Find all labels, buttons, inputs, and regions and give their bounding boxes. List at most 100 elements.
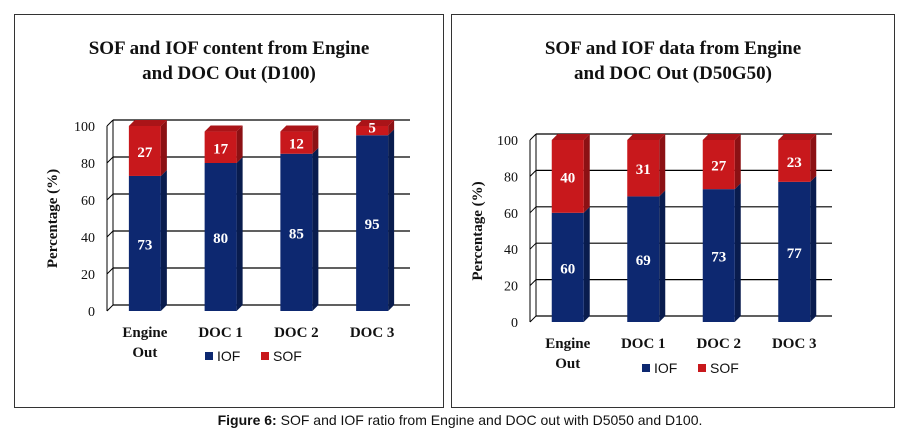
grid-diagonal xyxy=(529,206,537,214)
data-label: 27 xyxy=(711,159,727,175)
data-label: 80 xyxy=(213,231,228,247)
y-tick-label: 100 xyxy=(74,120,95,135)
grid-diagonal xyxy=(529,242,537,250)
data-label: 12 xyxy=(289,137,304,153)
chart-title-line2: and DOC Out (D100) xyxy=(142,63,316,84)
legend-label-sof: SOF xyxy=(273,348,302,364)
data-label: 77 xyxy=(787,246,803,262)
legend-swatch-sof xyxy=(698,364,706,372)
x-tick-label: DOC 1 xyxy=(198,325,243,341)
bar-segment-iof xyxy=(204,163,237,311)
y-axis-label: Percentage (%) xyxy=(45,169,61,268)
bar-side xyxy=(160,120,167,176)
y-tick-label: 80 xyxy=(81,157,95,172)
chart-panel-d50g50: SOF and IOF data from Engine and DOC Out… xyxy=(451,14,895,408)
grid-diagonal xyxy=(106,304,114,312)
bar-top xyxy=(280,125,319,132)
bar-segment-iof xyxy=(356,135,389,311)
x-tick-label: Engine xyxy=(545,336,590,352)
bar-top xyxy=(778,134,817,140)
data-label: 95 xyxy=(365,217,380,233)
chart-title-line1: SOF and IOF content from Engine xyxy=(88,38,370,59)
grid-diagonal xyxy=(106,119,114,127)
bar-side xyxy=(583,134,590,213)
grid-diagonal xyxy=(529,133,537,141)
bar-side xyxy=(659,134,666,197)
bar-side xyxy=(312,147,319,311)
grid-diagonal xyxy=(106,230,114,238)
grid-diagonal xyxy=(529,315,537,323)
x-tick-label: DOC 1 xyxy=(621,336,666,352)
bar-segment-iof xyxy=(551,212,584,322)
data-label: 73 xyxy=(711,250,726,266)
data-label: 23 xyxy=(787,155,802,171)
y-tick-label: 100 xyxy=(497,134,518,149)
bar-segment-iof xyxy=(280,153,313,311)
bar-side xyxy=(160,169,167,311)
bar-side xyxy=(583,206,590,322)
legend-swatch-sof xyxy=(261,352,269,360)
grid-diagonal xyxy=(106,156,114,164)
data-label: 73 xyxy=(137,237,152,253)
bar-segment-sof xyxy=(702,140,735,190)
bar-top xyxy=(702,134,741,140)
figure-caption-text: SOF and IOF ratio from Engine and DOC ou… xyxy=(280,412,703,428)
bar-segment-sof xyxy=(778,140,811,182)
data-label: 17 xyxy=(213,141,229,157)
grid-diagonal xyxy=(106,267,114,275)
data-label: 60 xyxy=(560,261,575,277)
data-label: 31 xyxy=(636,162,651,178)
y-tick-label: 20 xyxy=(81,268,95,283)
grid-diagonal xyxy=(106,193,114,201)
y-tick-label: 20 xyxy=(504,280,518,295)
legend-label-sof: SOF xyxy=(710,360,739,376)
x-tick-label: DOC 3 xyxy=(772,336,817,352)
bar-side xyxy=(734,134,741,190)
bar-top xyxy=(356,120,395,126)
bar-segment-sof xyxy=(627,140,660,197)
bar-side xyxy=(236,125,243,163)
chart-title-line2: and DOC Out (D50G50) xyxy=(574,63,772,84)
y-axis-label: Percentage (%) xyxy=(470,181,486,280)
y-tick-label: 0 xyxy=(511,316,518,331)
stacked-bar-chart-d100: 0 20 40 60 80 100 Percentage (%) 73 27 Engine Out 8… xyxy=(45,119,410,364)
x-tick-label: DOC 2 xyxy=(696,336,741,352)
x-tick-label: Engine xyxy=(122,325,167,341)
chart-panel-d100: SOF and IOF content from Engine and DOC … xyxy=(14,14,444,408)
bar-segment-iof xyxy=(128,175,161,311)
bar-side xyxy=(810,134,817,182)
y-tick-label: 60 xyxy=(504,207,518,222)
figure-caption-label: Figure 6: xyxy=(217,412,277,428)
y-tick-label: 80 xyxy=(504,170,518,185)
bar-side xyxy=(388,120,395,136)
data-label: 27 xyxy=(137,145,153,161)
x-tick-label: DOC 3 xyxy=(350,325,395,341)
bar-segment-iof xyxy=(778,181,811,322)
bar-side xyxy=(734,183,741,322)
bar-segment-sof xyxy=(551,140,584,213)
bar-segment-sof xyxy=(280,131,313,154)
y-tick-label: 0 xyxy=(88,305,95,320)
x-tick-label: Out xyxy=(132,345,157,361)
y-tick-label: 40 xyxy=(504,243,518,258)
bar-segment-sof xyxy=(356,126,389,136)
bar-top xyxy=(128,120,167,126)
legend-swatch-iof xyxy=(642,364,650,372)
x-tick-label: DOC 2 xyxy=(274,325,319,341)
stacked-bar-chart-d50g50: 0 20 40 60 80 100 Percentage (%) 60 40 Engine Out 6… xyxy=(470,133,832,376)
bar-side xyxy=(810,175,817,322)
bar-segment-iof xyxy=(702,189,735,322)
chart-title-line1: SOF and IOF data from Engine xyxy=(544,38,802,59)
data-label: 5 xyxy=(368,121,376,137)
data-label: 40 xyxy=(560,170,575,186)
bar-side xyxy=(388,129,395,311)
legend-swatch-iof xyxy=(205,352,213,360)
bar-top xyxy=(627,134,666,140)
bar-side xyxy=(312,125,319,154)
legend-label-iof: IOF xyxy=(654,360,677,376)
grid-diagonal xyxy=(529,170,537,177)
y-tick-label: 40 xyxy=(81,231,95,246)
data-label: 69 xyxy=(636,253,651,269)
bar-top xyxy=(204,125,243,132)
bar-segment-sof xyxy=(128,126,161,176)
